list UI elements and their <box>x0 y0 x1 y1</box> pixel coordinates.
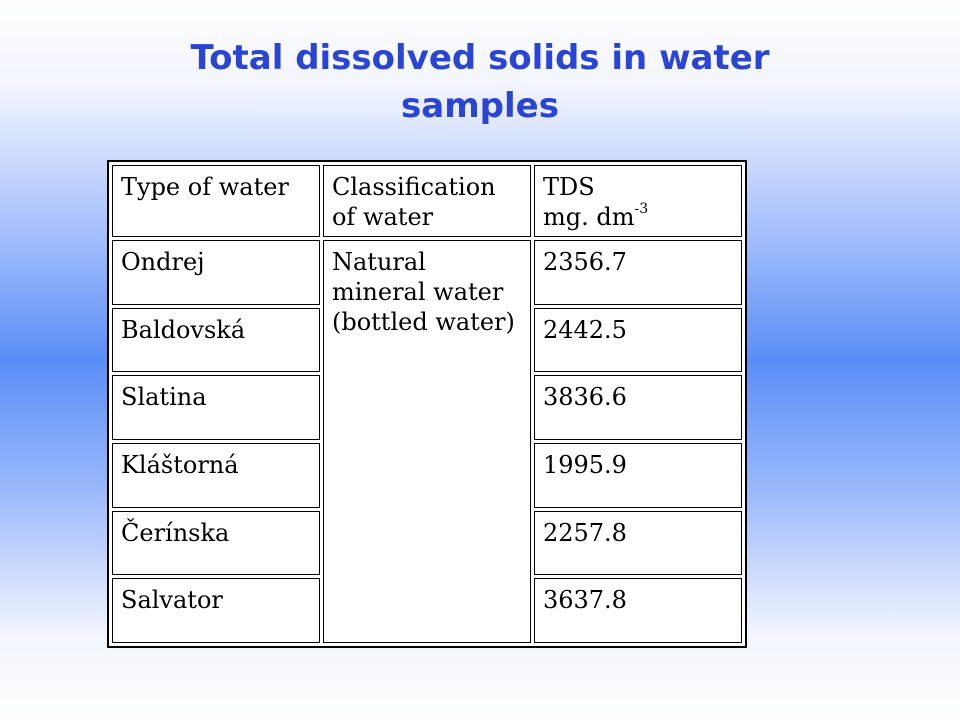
header-cell: Classification of water <box>322 165 531 237</box>
tds-cell: 2356.7 <box>533 240 742 305</box>
tds-table: Type of water Classification of water TD… <box>107 160 747 648</box>
table-row: Ondrej Natural mineral water (bottled wat… <box>112 240 742 643</box>
table-row: Salvator 3637.8 <box>112 578 742 643</box>
tds-cell: 2257.8 <box>533 510 742 576</box>
table-row: Slatina 3836.6 <box>112 375 742 440</box>
header-unit: mg. dm <box>542 203 635 231</box>
water-type-cell: Čerínska <box>112 510 320 576</box>
header-cell: TDS mg. dm-3 <box>533 165 742 237</box>
table-row: Kláštorná 1995.9 <box>112 442 742 508</box>
table-body: Type of water Classification of water TD… <box>112 165 742 643</box>
water-type-cell: Baldovská <box>112 307 320 373</box>
water-type-cell: Salvator <box>112 578 320 643</box>
header-text: TDS <box>542 173 595 201</box>
water-type-cell: Kláštorná <box>112 442 320 508</box>
tds-cell: 3836.6 <box>533 375 742 440</box>
header-cell: Type of water <box>112 165 320 237</box>
tds-cell: 1995.9 <box>533 442 742 508</box>
water-type-cell: Slatina <box>112 375 320 440</box>
classification-cell: Natural mineral water (bottled water) <box>322 240 531 643</box>
header-row: Type of water Classification of water TD… <box>112 165 742 237</box>
water-type-cell: Ondrej <box>112 240 320 305</box>
table-row: Čerínska 2257.8 <box>112 510 742 576</box>
table-row: Baldovská 2442.5 <box>112 307 742 373</box>
tds-cell: 3637.8 <box>533 578 742 643</box>
unit-exponent: -3 <box>634 201 649 217</box>
tds-cell: 2442.5 <box>533 307 742 373</box>
slide-title: Total dissolved solids in water samples <box>190 38 770 126</box>
